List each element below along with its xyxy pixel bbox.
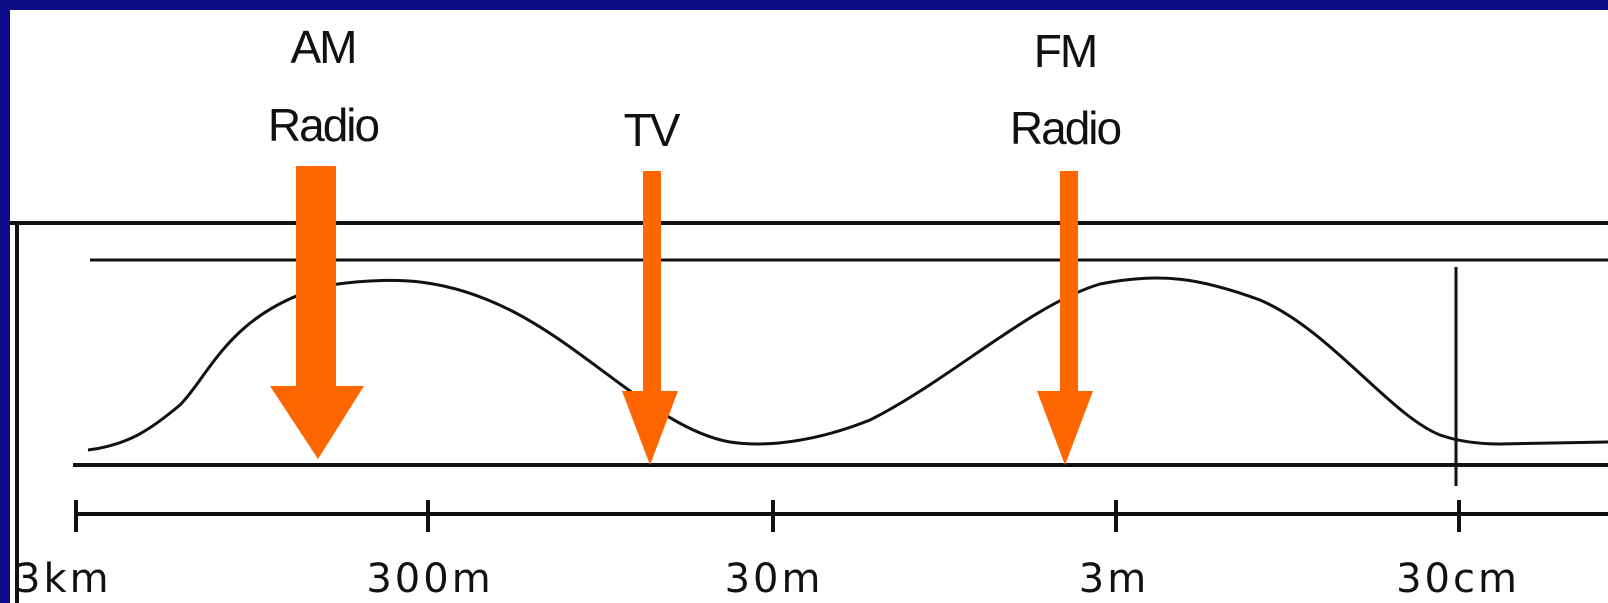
tick-label-3km: 3km bbox=[15, 556, 112, 602]
am-radio-arrow bbox=[270, 166, 364, 459]
fm-label-line1: FM bbox=[1034, 25, 1096, 77]
tick-label-30m: 30m bbox=[725, 556, 824, 602]
wave-curve bbox=[87, 276, 1608, 452]
tv-label: TV bbox=[624, 104, 681, 156]
tv-arrow bbox=[622, 171, 678, 465]
fm-radio-arrow bbox=[1037, 171, 1093, 465]
tick-label-30cm: 30cm bbox=[1396, 556, 1520, 602]
am-label-line1: AM bbox=[291, 21, 356, 73]
tick-label-300m: 300m bbox=[366, 556, 493, 602]
fm-label-line2: Radio bbox=[1010, 102, 1121, 154]
am-label-line2: Radio bbox=[268, 99, 379, 151]
radio-band-diagram: AM Radio TV FM Radio 3km 300m 30m 3m 30c… bbox=[10, 21, 1608, 603]
diagram-panel: AM Radio TV FM Radio 3km 300m 30m 3m 30c… bbox=[10, 10, 1608, 603]
tick-label-3m: 3m bbox=[1079, 556, 1149, 602]
